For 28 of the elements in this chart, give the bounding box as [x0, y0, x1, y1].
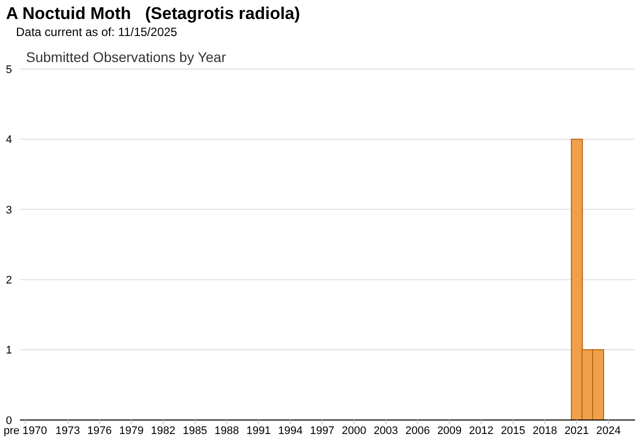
x-tick-label: 2003	[374, 424, 398, 437]
x-tick-label: 2021	[564, 424, 589, 437]
x-tick-label: 2024	[596, 424, 621, 437]
x-tick-label: 1976	[87, 424, 112, 437]
y-tick-label: 4	[6, 134, 12, 146]
y-tick-label: 0	[6, 414, 12, 427]
chart-title: A Noctuid Moth (Setagrotis radiola)	[6, 4, 300, 24]
x-tick-label: 2009	[437, 424, 462, 437]
text: Submitted Observations by Year	[26, 49, 226, 65]
y-tick-label: 1	[6, 344, 12, 357]
x-tick-label: 2018	[532, 424, 558, 437]
x-tick-label: 2012	[469, 424, 494, 437]
x-tick-label: 1997	[310, 424, 334, 437]
x-tick-label: 1973	[55, 424, 80, 437]
x-tick-label: 2000	[342, 424, 366, 437]
x-tick-label: 1982	[150, 424, 176, 437]
x-tick-label: 1991	[246, 424, 271, 437]
chart-subtitle: Data current as of: 11/15/2025	[16, 25, 178, 39]
x-tick-label: 1988	[214, 424, 240, 437]
y-tick-label: 3	[6, 204, 12, 216]
x-tick-label: 1985	[182, 424, 208, 437]
x-tick-label: 2006	[405, 424, 430, 437]
x-tick-label: 2015	[500, 424, 526, 437]
x-tick-label: 1979	[119, 424, 144, 437]
y-tick-label: 2	[6, 274, 12, 287]
x-tick-label: pre 1970	[4, 424, 48, 437]
x-tick-label: 1994	[278, 424, 303, 437]
y-tick-label: 5	[6, 64, 12, 76]
